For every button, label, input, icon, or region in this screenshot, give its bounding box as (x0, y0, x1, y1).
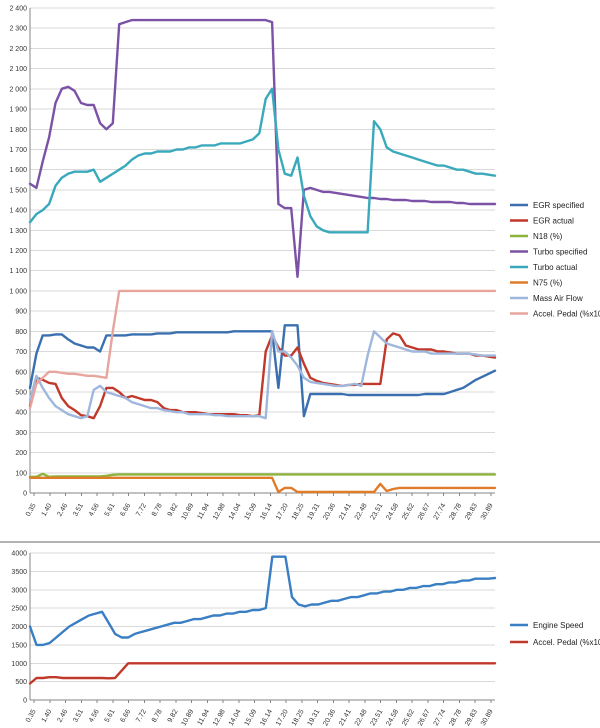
y-tick-label: 1 200 (9, 248, 27, 255)
series-line-accel-pedal-x10 (28, 289, 497, 410)
series-line-engine-speed (28, 555, 497, 647)
legend-label-egr-specified: EGR specified (533, 201, 584, 210)
y-tick-label: 700 (15, 349, 27, 356)
legend-label-n75: N75 (%) (533, 279, 563, 288)
y-tick-label: 500 (15, 389, 27, 396)
chart-top: 0 100 200 300 400 500 600 700 800 900 1 000 1 100 1 … (9, 6, 600, 522)
y-tick-label: 2 200 (9, 46, 27, 53)
y-tick-label: 2 400 (9, 6, 27, 13)
y-tick-label: 3000 (11, 587, 27, 594)
y-tick-label: 1 000 (9, 288, 27, 295)
y-tick-label: 1 300 (9, 228, 27, 235)
y-tick-label: 800 (15, 329, 27, 336)
y-tick-label: 500 (15, 679, 27, 686)
y-tick-label: 2 100 (9, 66, 27, 73)
legend-label-turbo-specified: Turbo specified (533, 248, 587, 257)
y-tick-label: 1 400 (9, 208, 27, 215)
y-tick-label: 2000 (11, 624, 27, 631)
y-tick-label: 1500 (11, 642, 27, 649)
y-tick-label: 1 100 (9, 268, 27, 275)
legend-label-engine-speed: Engine Speed (533, 621, 583, 630)
y-tick-label: 600 (15, 369, 27, 376)
y-tick-label: 200 (15, 450, 27, 457)
y-tick-label: 1000 (11, 661, 27, 668)
series-line-n18 (28, 472, 497, 478)
y-tick-label: 1 600 (9, 167, 27, 174)
y-tick-label: 2500 (11, 606, 27, 613)
series-line-turbo-specified (28, 18, 497, 278)
y-tick-label: 0 (23, 491, 27, 498)
legend-label-mass-air-flow: Mass Air Flow (533, 294, 583, 303)
y-tick-label: 3500 (11, 569, 27, 576)
y-tick-label: 300 (15, 430, 27, 437)
y-tick-label: 1 500 (9, 187, 27, 194)
y-tick-label: 900 (15, 309, 27, 316)
y-tick-label: 1 700 (9, 147, 27, 154)
series-line-egr-specified (28, 324, 497, 418)
series-line-n75 (28, 476, 497, 494)
series-line-egr-actual (28, 332, 497, 420)
y-tick-label: 100 (15, 470, 27, 477)
legend-label-accel-pedal-x10: Accel. Pedal (%x10) (533, 638, 600, 647)
legend-label-n18: N18 (%) (533, 232, 563, 241)
y-tick-label: 1 800 (9, 127, 27, 134)
y-tick-label: 2 000 (9, 86, 27, 93)
legend-label-accel-pedal-x10: Accel. Pedal (%x10) (533, 310, 600, 319)
series-line-mass-air-flow (28, 330, 497, 420)
legend-label-egr-actual: EGR actual (533, 217, 574, 226)
y-tick-label: 1 900 (9, 107, 27, 114)
y-tick-label: 4000 (11, 551, 27, 558)
series-line-turbo-actual (28, 87, 497, 234)
series-line-accel-pedal-x10 (28, 662, 497, 685)
y-tick-label: 400 (15, 410, 27, 417)
y-tick-label: 0 (23, 698, 27, 705)
y-tick-label: 2 300 (9, 26, 27, 33)
legend-label-turbo-actual: Turbo actual (533, 263, 577, 272)
